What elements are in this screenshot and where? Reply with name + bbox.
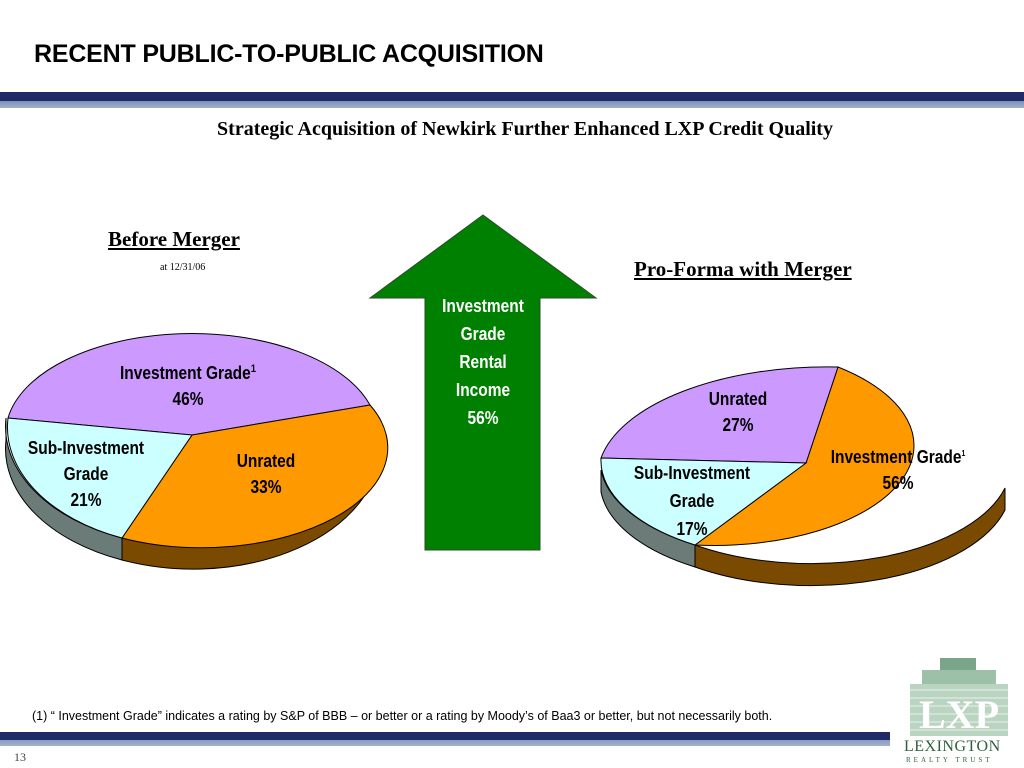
label-before-sub-text1: Sub-Investment [27, 438, 145, 458]
investment-grade-arrow [368, 214, 598, 551]
before-pie [5, 333, 389, 570]
label-before-investment-grade: Investment Grade1 46% [111, 356, 266, 412]
label-before-unrated-text: Unrated [236, 451, 296, 471]
label-before-ig-pct: 46% [172, 389, 204, 409]
logo-name: LEXINGTON [904, 738, 1001, 755]
label-after-sub-pct: 17% [676, 519, 708, 539]
slice-after-investment-grade [693, 366, 915, 546]
label-after-ig-text: Investment Grade [830, 447, 962, 467]
label-after-unrated-text: Unrated [708, 389, 768, 409]
label-after-sub-text1: Sub-Investment [633, 463, 751, 483]
label-after-sub-text2: Grade [669, 491, 715, 511]
label-after-sub-investment: Sub-Investment Grade 17% [623, 459, 761, 543]
after-pie-side-right [694, 487, 1006, 587]
page-title: RECENT PUBLIC-TO-PUBLIC ACQUISITION [34, 40, 544, 68]
label-after-ig-sup: 1 [961, 449, 966, 458]
label-before-unrated: Unrated 33% [206, 448, 326, 500]
lxp-building-icon: LXP [910, 658, 1008, 737]
page-number: 13 [14, 750, 26, 764]
after-chart-title: Pro-Forma with Merger [634, 257, 852, 281]
arrow-label-line4: Income [455, 380, 511, 400]
arrow-label-line5: 56% [467, 408, 499, 428]
footer-band [0, 732, 890, 746]
logo-mark: LXP [919, 692, 999, 737]
arrow-label-line1: Investment [442, 296, 524, 316]
label-before-ig-text: Investment Grade [119, 363, 251, 383]
header-band [0, 92, 1024, 108]
slice-after-unrated [600, 366, 839, 464]
label-before-sub-investment: Sub-Investment Grade 21% [17, 435, 155, 513]
label-before-ig-sup: 1 [250, 363, 257, 375]
before-chart-title: Before Merger [108, 227, 240, 251]
slice-before-investment-grade [7, 333, 371, 436]
slice-after-sub-investment [600, 457, 808, 546]
arrow-label: Investment Grade Rental Income 56% [432, 292, 533, 432]
logo-subtitle: REALTY TRUST [906, 756, 993, 764]
lexington-logo: LXP LEXINGTON REALTY TRUST [900, 658, 1018, 766]
label-before-unrated-pct: 33% [250, 477, 282, 497]
label-after-unrated: Unrated 27% [686, 386, 789, 438]
label-after-ig-pct: 56% [882, 473, 914, 493]
label-before-sub-pct: 21% [70, 490, 102, 510]
after-pie [600, 366, 1006, 587]
label-after-investment-grade: Investment Grade1 56% [814, 441, 983, 496]
label-before-sub-text2: Grade [63, 464, 109, 484]
before-chart-date: at 12/31/06 [160, 262, 206, 273]
slice-before-sub-investment [6, 417, 193, 539]
arrow-label-line3: Rental [459, 352, 507, 372]
slide-subtitle: Strategic Acquisition of Newkirk Further… [217, 118, 833, 140]
footnote: (1) “ Investment Grade” indicates a rati… [32, 709, 773, 723]
label-after-unrated-pct: 27% [722, 415, 754, 435]
arrow-label-line2: Grade [460, 324, 506, 344]
